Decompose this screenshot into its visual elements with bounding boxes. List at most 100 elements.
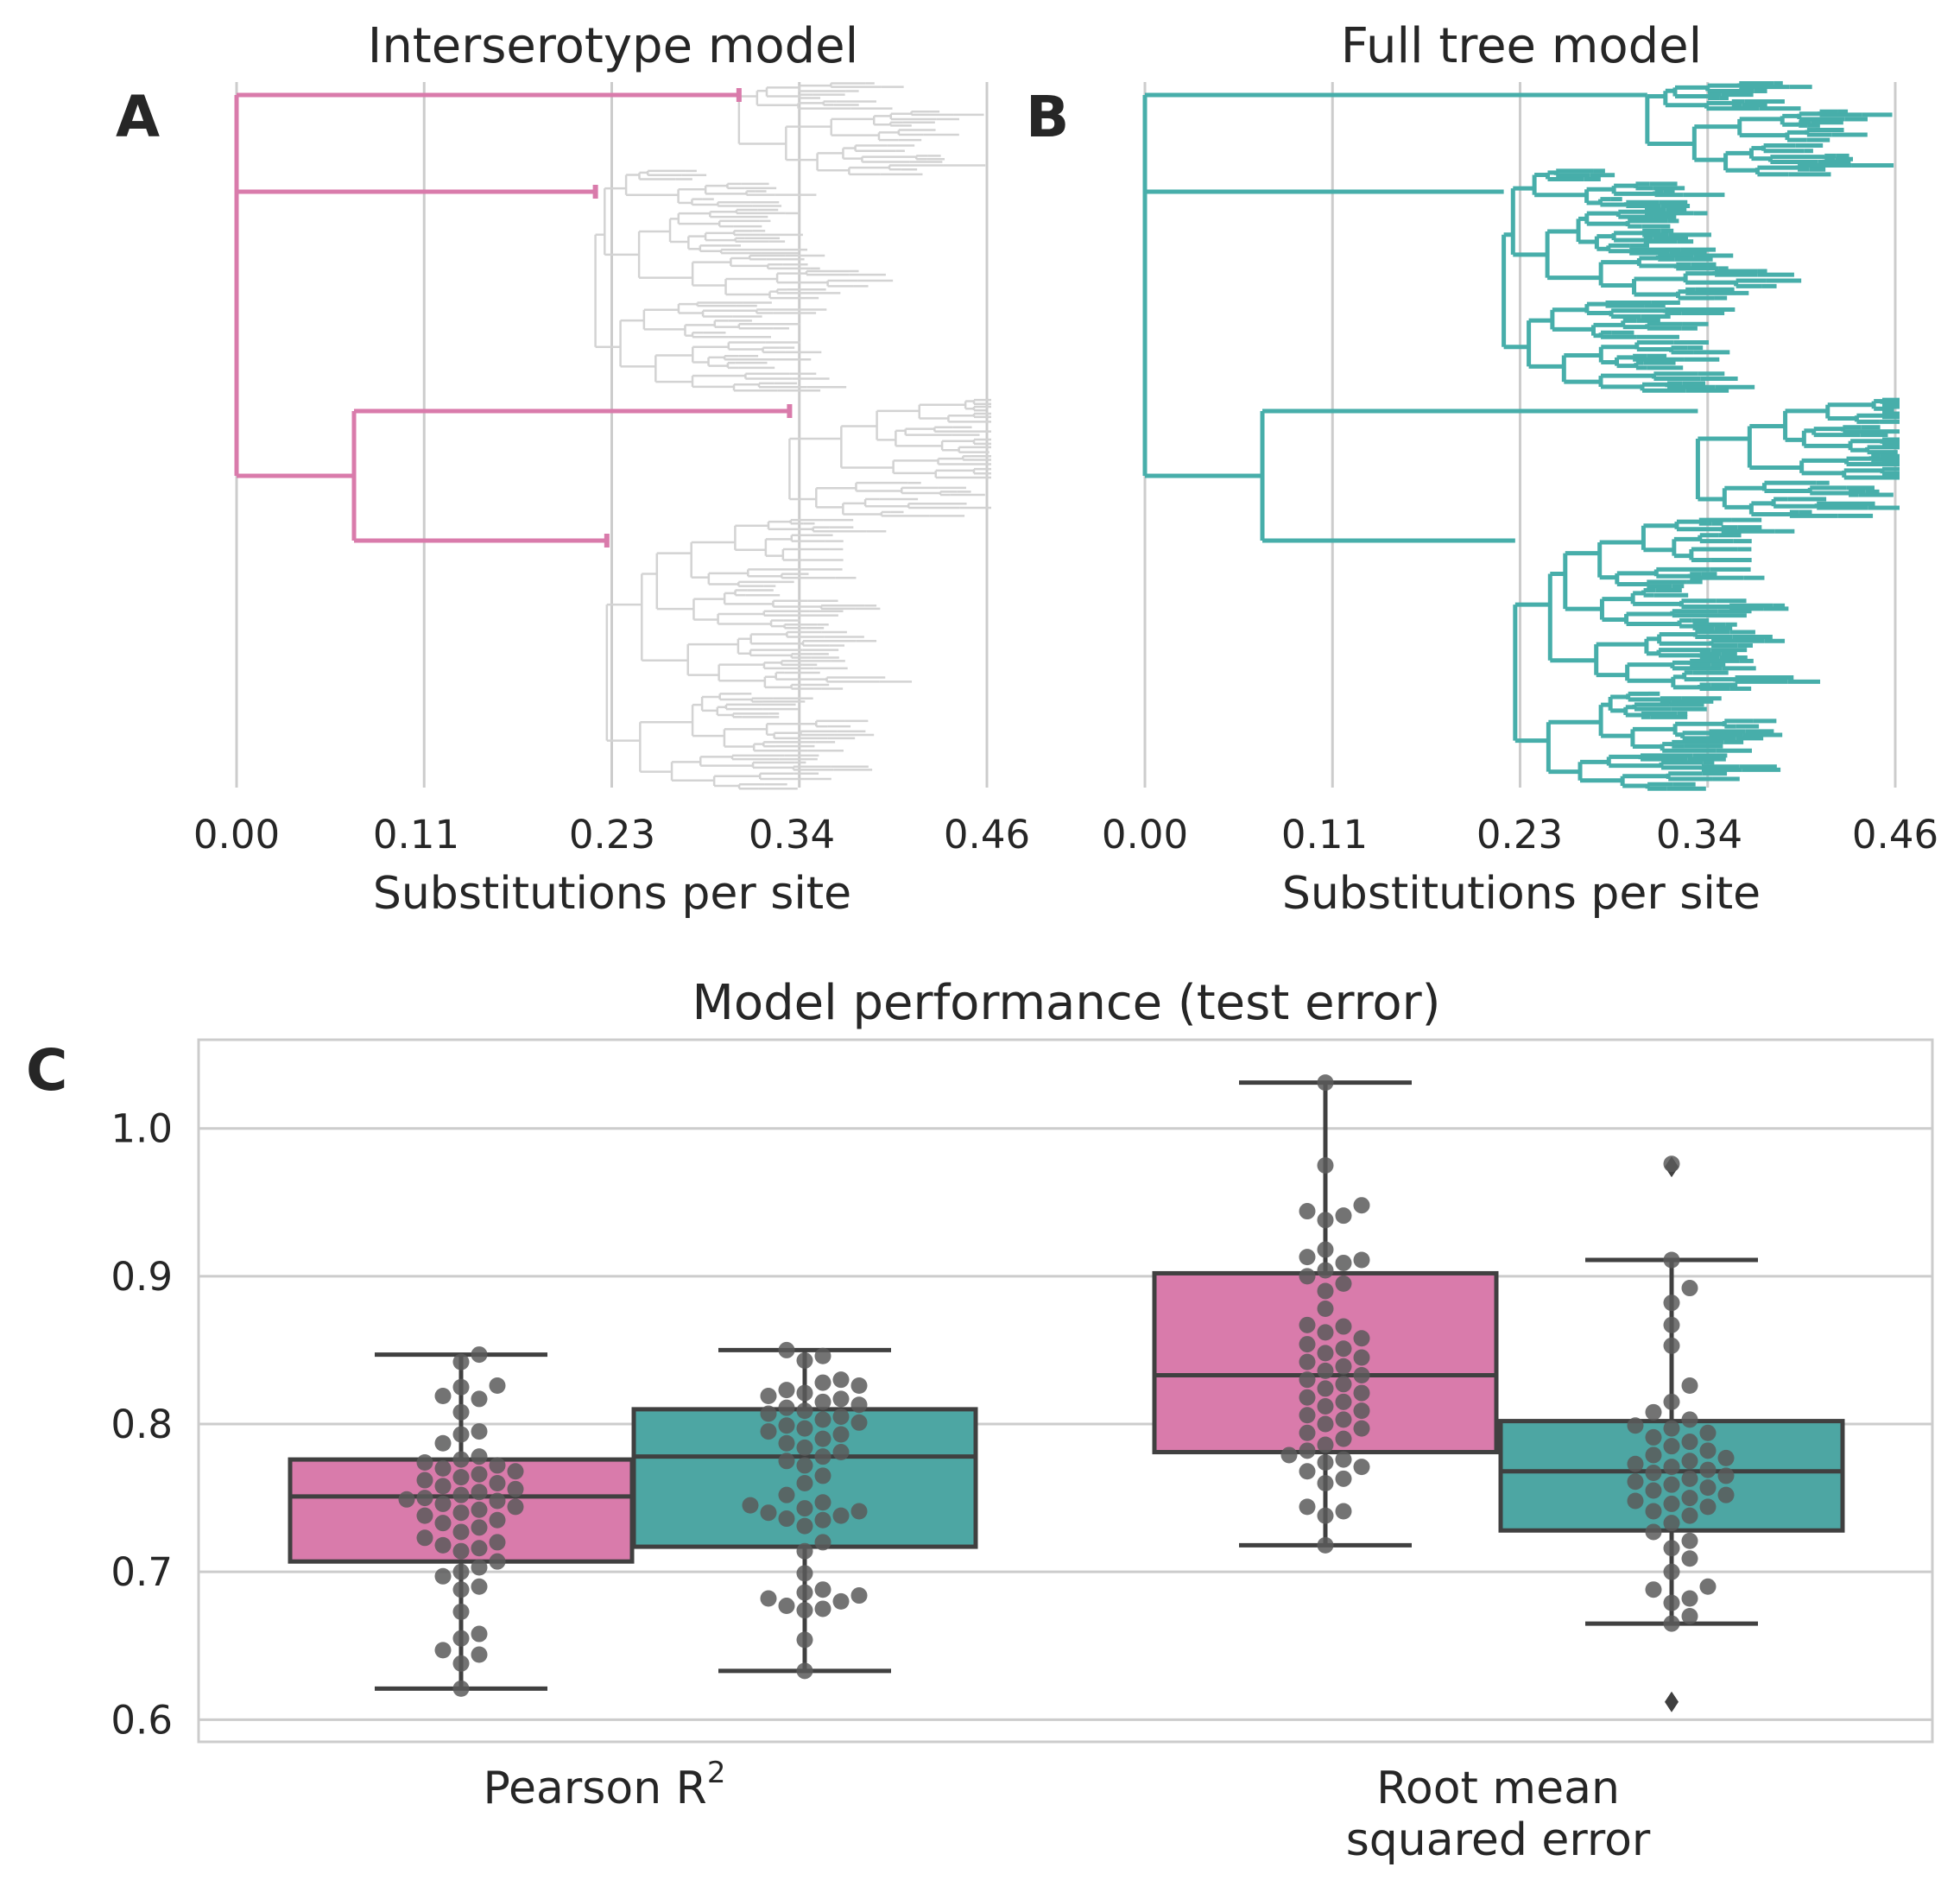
box-full_tree-pearson-point-12 (814, 1534, 831, 1551)
box-interserotype-pearson-point-1 (452, 1655, 470, 1672)
box-full_tree-pearson-point-11 (796, 1542, 813, 1560)
panel-b-x-axis-label: Substitutions per site (1282, 868, 1761, 920)
box-interserotype-rmse-point-19 (1353, 1402, 1370, 1420)
box-interserotype-pearson-point-34 (489, 1474, 506, 1491)
category-label-rmse-line2: squared error (1346, 1814, 1651, 1866)
panel-b: Full tree model B 0.00 0.11 0.23 0.34 0.… (1026, 18, 1938, 920)
box-full_tree-pearson-point-21 (814, 1494, 831, 1511)
box-full_tree-pearson-point-17 (760, 1504, 777, 1522)
box-interserotype-pearson-point-39 (434, 1459, 452, 1477)
box-interserotype-rmse-point-24 (1317, 1380, 1334, 1397)
box-full_tree-rmse-point-19 (1645, 1482, 1662, 1499)
box-full_tree-pearson-point-16 (832, 1507, 850, 1524)
box-interserotype-pearson-point-14 (471, 1540, 488, 1557)
box-interserotype-rmse-point-12 (1317, 1436, 1334, 1453)
box-full_tree-rmse-point-0 (1663, 1615, 1680, 1632)
box-full_tree-pearson-point-51 (796, 1351, 813, 1369)
box-full_tree-rmse-point-11 (1663, 1515, 1680, 1532)
panel-a-xtick-1: 0.11 (373, 812, 459, 858)
box-interserotype-rmse-point-52 (1317, 1156, 1334, 1174)
box-interserotype-pearson-point-33 (434, 1478, 452, 1495)
box-full_tree-pearson-point-36 (850, 1414, 868, 1431)
box-full_tree-rmse-point-18 (1717, 1486, 1735, 1503)
box-interserotype-rmse-point-28 (1317, 1362, 1334, 1379)
box-interserotype-pearson-point-21 (489, 1511, 506, 1529)
box-full_tree-rmse-point-33 (1663, 1438, 1680, 1455)
box-interserotype-pearson-point-29 (416, 1490, 433, 1507)
box-interserotype-pearson-point-5 (471, 1625, 488, 1643)
box-interserotype-rmse-point-9 (1335, 1451, 1352, 1468)
box-full_tree-rmse-point-26 (1699, 1461, 1717, 1478)
box-full_tree-rmse-point-41 (1663, 1393, 1680, 1410)
box-full_tree-rmse-point-15 (1663, 1495, 1680, 1512)
box-interserotype-pearson-point-28 (398, 1491, 415, 1508)
box-interserotype-pearson-point-18 (452, 1523, 470, 1541)
box-full_tree-pearson-point-52 (814, 1347, 831, 1364)
panel-a-xtick-0: 0.00 (193, 812, 280, 858)
box-interserotype-pearson-point-7 (452, 1581, 470, 1598)
panel-a-x-axis-label: Substitutions per site (373, 868, 851, 920)
category-label-pearson-superscript: 2 (707, 1756, 726, 1790)
box-interserotype-pearson-point-45 (452, 1426, 470, 1443)
category-label-rmse-line1: Root mean (1376, 1763, 1620, 1814)
box-interserotype-rmse-point-21 (1335, 1393, 1352, 1410)
box-full_tree-pearson-point-0 (796, 1662, 813, 1680)
panel-c-ytick-4: 1.0 (111, 1106, 173, 1152)
panel-b-x-ticks: 0.00 0.11 0.23 0.34 0.46 (1102, 812, 1938, 858)
box-interserotype-rmse-point-18 (1299, 1407, 1316, 1424)
panel-b-label: B (1026, 84, 1069, 150)
panel-a-xtick-4: 0.46 (944, 812, 1030, 858)
box-interserotype-rmse-point-3 (1299, 1498, 1316, 1516)
box-full_tree-pearson-point-1 (796, 1631, 813, 1649)
box-interserotype-pearson-point-3 (434, 1642, 452, 1659)
box-interserotype-rmse-point-37 (1335, 1318, 1352, 1335)
box-interserotype-pearson-point-43 (471, 1448, 488, 1465)
box-full_tree-rmse-point-2 (1663, 1594, 1680, 1611)
box-interserotype-rmse-point-27 (1353, 1367, 1370, 1384)
box-full_tree-pearson-point-4 (778, 1598, 795, 1615)
box-interserotype-pearson-point-6 (452, 1603, 470, 1620)
box-full_tree-pearson-point-22 (778, 1486, 795, 1503)
box-interserotype-pearson-point-53 (471, 1346, 488, 1364)
box-interserotype-rmse-point-10 (1280, 1446, 1298, 1464)
box-full_tree-rmse-point-24 (1717, 1467, 1735, 1484)
box-interserotype-rmse-point-2 (1335, 1503, 1352, 1520)
category-label-pearson-base: Pearson R (484, 1763, 707, 1814)
box-full_tree-pearson (631, 1341, 978, 1680)
panel-c-ytick-1: 0.7 (111, 1549, 173, 1595)
box-full_tree-pearson-point-33 (760, 1423, 777, 1440)
box-full_tree-pearson-point-19 (796, 1500, 813, 1517)
box-interserotype-pearson-point-13 (452, 1542, 470, 1560)
box-full_tree-pearson-point-50 (832, 1371, 850, 1389)
box-full_tree-pearson-point-26 (778, 1453, 795, 1470)
box-interserotype-pearson-point-11 (471, 1559, 488, 1576)
panel-c-title: Model performance (test error) (692, 975, 1441, 1031)
box-full_tree-pearson-point-18 (850, 1503, 868, 1520)
box-full_tree-rmse-point-38 (1627, 1417, 1644, 1434)
panel-b-title: Full tree model (1341, 18, 1702, 74)
box-interserotype-pearson-point-38 (507, 1463, 524, 1480)
panel-c: Model performance (test error) C 0.60.70… (26, 975, 1934, 1866)
box-interserotype-rmse-point-43 (1317, 1262, 1334, 1279)
panel-c-boxes (288, 1074, 1845, 1712)
box-full_tree-pearson-point-39 (760, 1405, 777, 1422)
box-interserotype-pearson-point-36 (452, 1469, 470, 1486)
box-full_tree-rmse-point-22 (1627, 1473, 1644, 1491)
box-interserotype-rmse-point-49 (1335, 1207, 1352, 1225)
box-interserotype-pearson-point-25 (507, 1498, 524, 1516)
box-interserotype-pearson (288, 1346, 635, 1697)
panel-a-xtick-2: 0.23 (569, 812, 655, 858)
box-interserotype-rmse-point-48 (1317, 1212, 1334, 1229)
box-interserotype-rmse-point-38 (1299, 1316, 1316, 1333)
box-full_tree-rmse-point-35 (1645, 1428, 1662, 1446)
box-full_tree-pearson-point-29 (796, 1439, 813, 1456)
box-interserotype-pearson-point-40 (489, 1457, 506, 1474)
box-full_tree-pearson-point-27 (814, 1448, 831, 1465)
box-full_tree-pearson-point-15 (778, 1510, 795, 1528)
box-full_tree-rmse-point-46 (1681, 1280, 1698, 1297)
panel-c-y-ticks: 0.6 0.7 0.8 0.9 1.0 (111, 1106, 173, 1744)
box-interserotype-rmse-point-45 (1353, 1251, 1370, 1269)
panel-a-title: Interserotype model (368, 18, 858, 74)
box-interserotype-pearson-point-15 (434, 1536, 452, 1554)
box-interserotype-rmse-point-8 (1317, 1454, 1334, 1472)
